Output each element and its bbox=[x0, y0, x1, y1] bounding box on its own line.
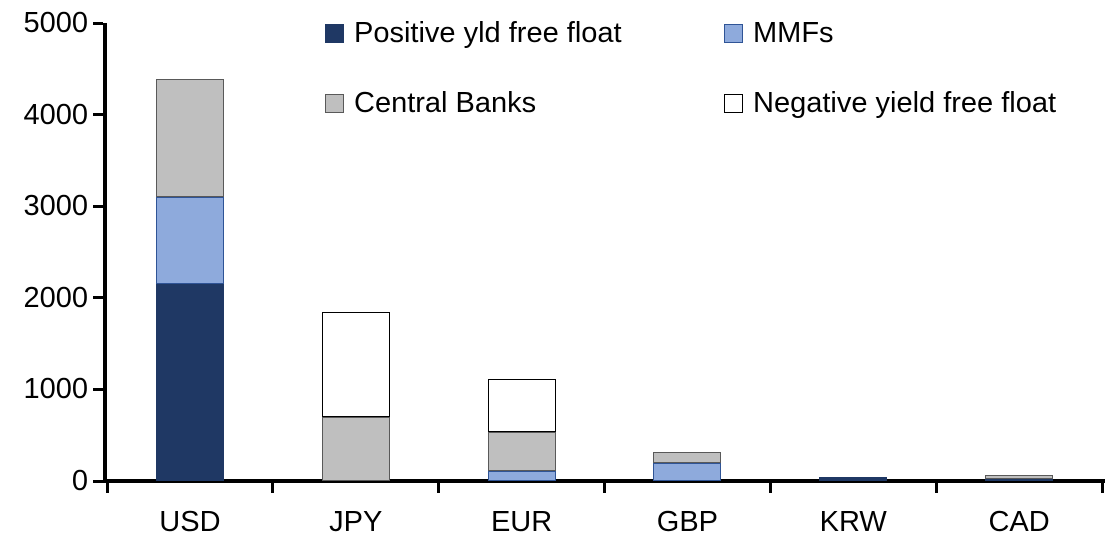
bar-segment-usd bbox=[155, 78, 224, 198]
y-axis-tick-label: 2000 bbox=[23, 281, 88, 314]
legend-item: MMFs bbox=[724, 16, 834, 50]
x-axis-tick bbox=[934, 483, 938, 493]
y-axis-tick bbox=[93, 479, 103, 483]
y-axis-tick-label: 0 bbox=[71, 465, 88, 497]
y-axis-line bbox=[103, 23, 107, 483]
legend-swatch-icon bbox=[325, 23, 344, 43]
y-axis-tick bbox=[93, 387, 103, 391]
x-axis-tick bbox=[271, 483, 275, 493]
y-axis-tick-label: 1000 bbox=[23, 373, 88, 406]
bar-segment-usd bbox=[155, 284, 224, 481]
bar-segment-usd bbox=[155, 197, 224, 285]
y-axis-tick-label: 5000 bbox=[23, 7, 88, 39]
category-label-eur: EUR bbox=[490, 506, 553, 538]
legend-swatch-icon bbox=[724, 23, 743, 43]
category-label-usd: USD bbox=[159, 506, 221, 538]
legend-swatch-icon bbox=[724, 93, 743, 113]
x-axis-tick bbox=[603, 483, 606, 493]
legend-label: Positive yld free float bbox=[354, 17, 622, 49]
x-axis-tick bbox=[1100, 483, 1104, 493]
bar-segment-eur bbox=[487, 470, 556, 481]
y-axis-tick-label: 3000 bbox=[23, 190, 88, 223]
x-axis-tick bbox=[437, 483, 441, 493]
legend-item: Negative yield free float bbox=[724, 86, 1056, 120]
bar-segment-eur bbox=[487, 432, 556, 471]
y-axis-tick-label: 4000 bbox=[23, 98, 88, 131]
bar-segment-cad bbox=[985, 475, 1054, 479]
legend-label: Central Banks bbox=[354, 87, 537, 119]
y-axis-tick bbox=[93, 204, 103, 208]
category-label-gbp: GBP bbox=[656, 506, 719, 538]
legend-swatch-icon bbox=[325, 93, 344, 113]
x-axis-line bbox=[103, 479, 1105, 483]
bar-segment-krw bbox=[819, 477, 888, 481]
legend-item: Positive yld free float bbox=[325, 16, 622, 50]
plot-area bbox=[93, 21, 1105, 493]
y-axis-tick bbox=[93, 113, 103, 117]
legend-label: MMFs bbox=[753, 17, 834, 49]
bar-segment-jpy bbox=[321, 312, 390, 417]
x-axis-tick bbox=[768, 483, 772, 493]
bar-segment-gbp bbox=[653, 463, 722, 481]
y-axis-tick bbox=[93, 296, 103, 300]
bar-segment-gbp bbox=[653, 452, 722, 464]
bar-segment-jpy bbox=[321, 416, 390, 481]
legend-label: Negative yield free float bbox=[753, 87, 1057, 119]
category-label-krw: KRW bbox=[819, 506, 887, 538]
bar-segment-cad bbox=[985, 478, 1054, 481]
bar-segment-eur bbox=[487, 378, 556, 432]
legend-item: Central Banks bbox=[325, 86, 536, 120]
category-label-jpy: JPY bbox=[329, 506, 383, 538]
x-axis-tick bbox=[105, 483, 109, 493]
category-label-cad: CAD bbox=[988, 506, 1050, 538]
y-axis-tick bbox=[93, 21, 103, 25]
